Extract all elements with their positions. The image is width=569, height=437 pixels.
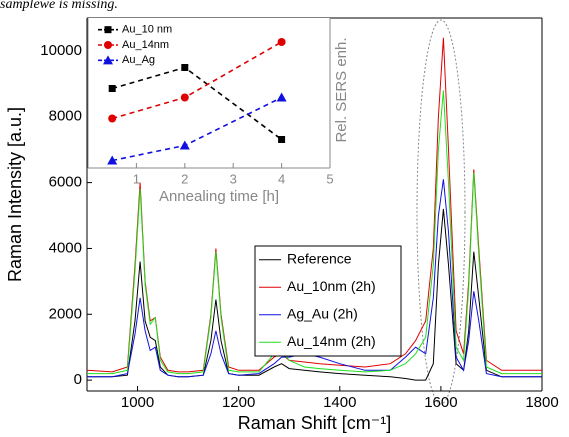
series-line [87, 90, 542, 375]
data-point [107, 155, 118, 165]
x-tick-label: 1800 [525, 394, 558, 411]
legend-label: Au_14nm (2h) [287, 333, 376, 349]
legend-marker [104, 26, 112, 34]
highlight-ellipse [416, 19, 466, 405]
y-tick-label: 2000 [49, 305, 82, 322]
data-point [276, 92, 287, 102]
x-tick-label: 1 [133, 171, 140, 186]
x-tick-label: 5 [326, 171, 333, 186]
y-axis-title: Rel. SERS enh. [333, 37, 350, 142]
x-tick-label: 1600 [424, 394, 457, 411]
x-tick-label: 1000 [121, 394, 154, 411]
data-point [180, 93, 189, 102]
y-tick-label: 0 [74, 371, 82, 388]
legend-label: Au_14nm [122, 39, 169, 51]
data-point [278, 136, 286, 143]
x-tick-label: 2 [181, 171, 188, 186]
inset-background [88, 18, 330, 168]
data-point [179, 140, 190, 150]
legend-label: Au_Ag [122, 54, 155, 66]
legend-marker [103, 55, 113, 65]
y-tick-label: 4000 [49, 239, 82, 256]
data-point [108, 85, 116, 92]
legend-box [254, 245, 402, 357]
y-tick-label: 10000 [40, 42, 82, 59]
x-tick-label: 3 [230, 171, 237, 186]
x-axis-title: Raman Shift [cm⁻¹] [238, 413, 392, 433]
legend-label: Reference [287, 250, 352, 266]
legend-marker [104, 41, 112, 49]
series-line [87, 179, 542, 378]
legend-label: Au_10nm (2h) [287, 278, 376, 294]
y-axis-title: Raman Intensity [a.u.] [5, 107, 25, 282]
x-tick-label: 4 [278, 171, 285, 186]
x-axis-title: Annealing time [h] [159, 188, 279, 205]
legend-label: Ag_Au (2h) [287, 305, 358, 321]
y-tick-label: 8000 [49, 108, 82, 125]
x-tick-label: 1400 [323, 394, 356, 411]
data-point [181, 64, 189, 71]
caption-fragment: samplewe is missing. [0, 0, 118, 12]
data-point [108, 114, 117, 123]
x-tick-label: 1200 [222, 394, 255, 411]
legend-label: Au_10 nm [122, 24, 172, 36]
data-point [277, 38, 286, 46]
y-tick-label: 6000 [49, 174, 82, 191]
